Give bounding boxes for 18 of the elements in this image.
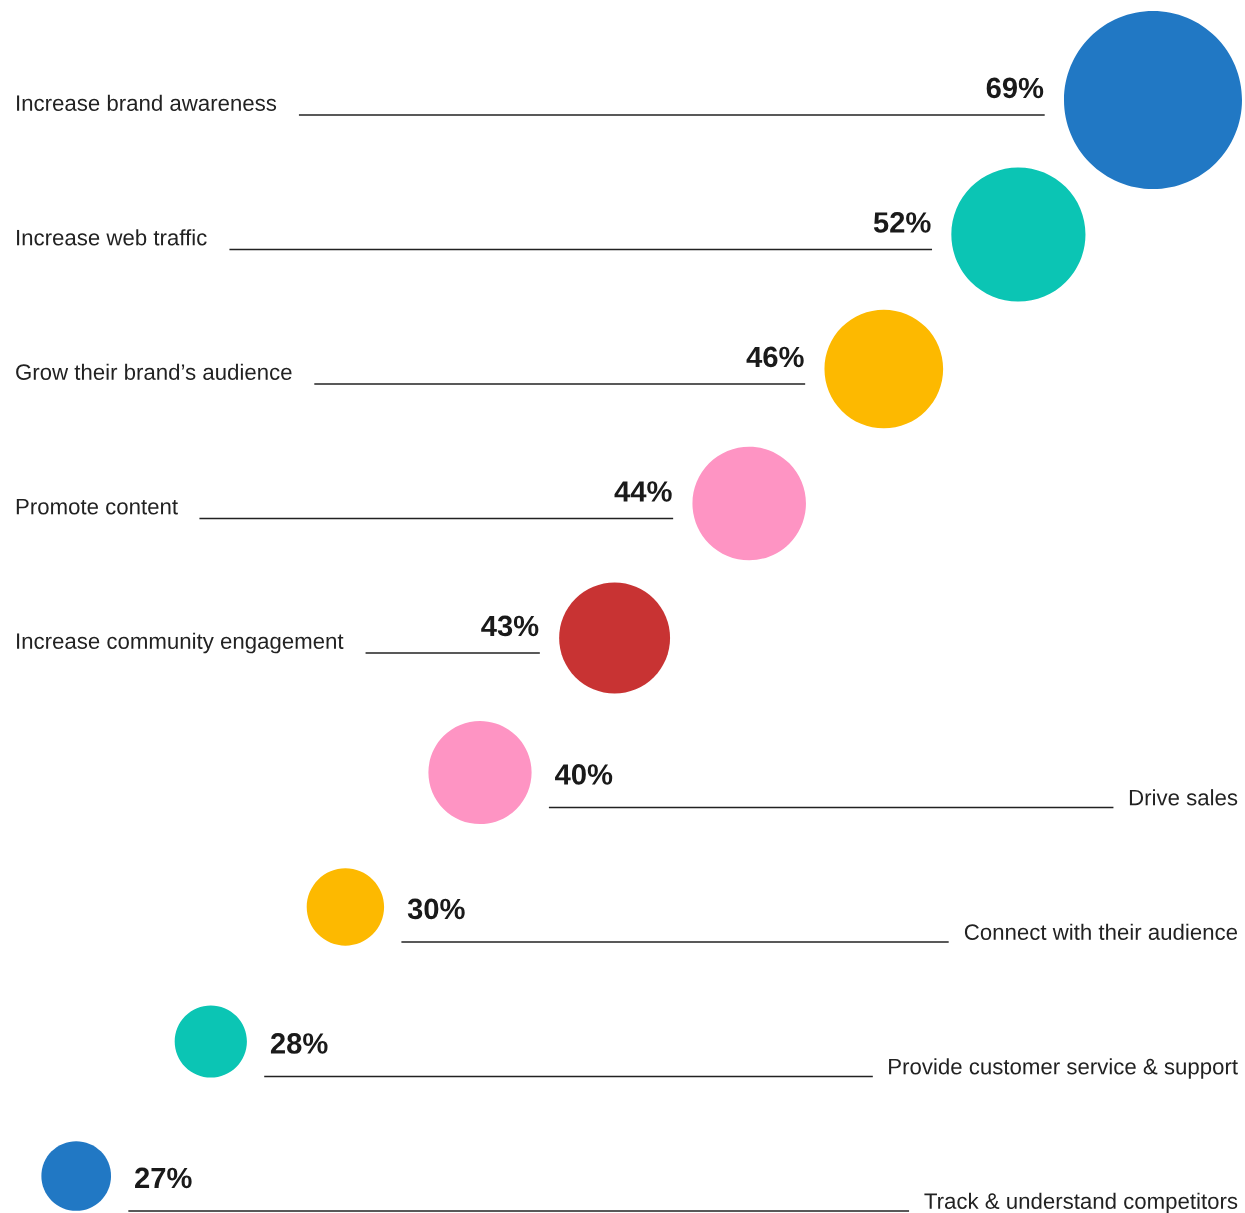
data-label: 52% [873, 212, 931, 233]
category-label: Promote content [16, 498, 178, 515]
category-label: Grow their brand’s audience [16, 363, 292, 380]
category-label: Increase community engagement [17, 632, 344, 654]
data-label: 43% [481, 615, 539, 637]
data-label: 30% [407, 898, 465, 920]
data-label: 28% [270, 1033, 328, 1054]
category-label: Increase brand awareness [17, 94, 277, 111]
category-label: Connect with their audience [964, 923, 1238, 940]
category-label: Provide customer service & support [889, 1058, 1238, 1079]
category-label: Track & understand competitors [924, 1192, 1238, 1213]
data-label: 27% [135, 1167, 192, 1189]
data-label: 44% [614, 481, 672, 502]
category-label: Increase web traffic [17, 229, 207, 246]
data-label: 40% [555, 764, 613, 785]
data-label: 46% [746, 346, 804, 368]
data-label: 69% [986, 77, 1044, 99]
category-label: Drive sales [1129, 789, 1238, 806]
